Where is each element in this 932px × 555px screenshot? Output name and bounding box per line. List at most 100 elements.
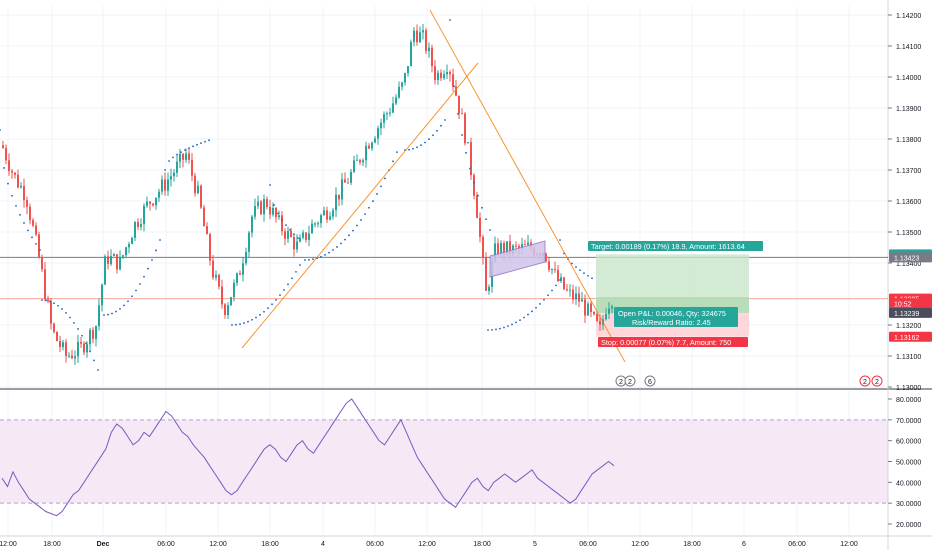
candle-body xyxy=(371,142,373,149)
candle-body xyxy=(209,234,211,261)
x-tick-label: 12:00 xyxy=(0,541,17,548)
sar-dot xyxy=(57,304,59,307)
candle-body xyxy=(518,246,520,249)
y-tick-label: 1.13600 xyxy=(896,199,921,206)
sar-dot xyxy=(368,206,370,209)
candle-body xyxy=(215,275,217,278)
candle-body xyxy=(434,66,436,81)
candle-body xyxy=(5,147,7,161)
candle-body xyxy=(419,32,421,43)
sar-dot xyxy=(49,300,51,303)
candle-body xyxy=(503,242,505,254)
sar-dot xyxy=(583,272,585,275)
sar-dot xyxy=(559,239,561,241)
event-marker-right xyxy=(859,375,871,387)
sar-dot xyxy=(263,310,265,313)
sar-dot xyxy=(308,258,310,261)
candle-body xyxy=(473,175,475,196)
sar-dot xyxy=(575,266,577,268)
sar-dot xyxy=(251,318,253,321)
sar-dot xyxy=(457,113,459,115)
sar-dot xyxy=(519,319,521,322)
sar-dot xyxy=(271,303,273,306)
candle-body xyxy=(191,159,193,176)
candle-body xyxy=(125,247,127,256)
stop-label-bg xyxy=(598,337,748,347)
candle-body xyxy=(242,263,244,275)
sar-dot xyxy=(591,277,593,280)
candle-body xyxy=(611,306,613,309)
sar-dot xyxy=(392,160,394,163)
sar-dot xyxy=(172,156,174,159)
candle-body xyxy=(230,297,232,306)
candle-body xyxy=(431,47,433,67)
candle-body xyxy=(347,182,349,184)
sar-dot xyxy=(53,302,55,305)
price-tag xyxy=(889,252,932,263)
sar-dot xyxy=(15,204,17,207)
candle-body xyxy=(26,200,28,207)
x-tick-label: 06:00 xyxy=(366,541,384,548)
candle-body xyxy=(179,153,181,162)
candle-body xyxy=(380,122,382,129)
sar-dot xyxy=(477,194,479,197)
event-marker-right-label: 2 xyxy=(875,379,879,386)
candle-body xyxy=(467,142,469,144)
sar-dot xyxy=(243,322,245,325)
candle-body xyxy=(203,207,205,227)
x-tick-label: 18:00 xyxy=(683,541,701,548)
sar-dot xyxy=(491,328,493,331)
candle-body xyxy=(158,191,160,198)
sar-dot xyxy=(275,298,277,301)
candle-body xyxy=(152,203,154,206)
sar-dot xyxy=(239,323,241,326)
sar-dot xyxy=(115,310,117,313)
sar-dot xyxy=(289,229,291,231)
candle-body xyxy=(509,241,511,254)
price-tag xyxy=(889,298,932,309)
rsi-band xyxy=(0,419,888,504)
sar-dot xyxy=(535,306,537,309)
sar-dot xyxy=(208,139,210,142)
event-marker-right-label: 2 xyxy=(863,379,867,386)
candle-body xyxy=(485,257,487,291)
candle-body xyxy=(41,257,43,270)
candle-body xyxy=(584,299,586,316)
sar-dot xyxy=(285,224,287,227)
candle-body xyxy=(137,221,139,227)
candle-body xyxy=(515,245,517,247)
x-tick-label: 18:00 xyxy=(43,541,61,548)
candle-body xyxy=(281,215,283,232)
candle-body xyxy=(560,277,562,282)
candle-body xyxy=(581,299,583,302)
sar-dot xyxy=(65,311,67,314)
target-label: Target: 0.00189 (0.17%) 18.9, Amount: 16… xyxy=(591,242,745,251)
sar-dot xyxy=(579,269,581,272)
sar-dot xyxy=(372,200,374,202)
event-marker xyxy=(624,375,636,387)
x-tick-label: 06:00 xyxy=(788,541,806,548)
sar-dot xyxy=(283,289,285,291)
sar-dot xyxy=(200,142,202,145)
candle-body xyxy=(425,30,427,52)
candle-body xyxy=(206,226,208,235)
candle-body xyxy=(107,256,109,265)
stop-label: Stop: 0.00077 (0.07%) 7.7, Amount: 750 xyxy=(601,338,731,347)
candle-body xyxy=(356,159,358,161)
candle-body xyxy=(575,293,577,300)
sar-dot xyxy=(77,328,79,330)
candle-body xyxy=(557,269,559,282)
candle-body xyxy=(143,205,145,225)
candle-body xyxy=(461,113,463,115)
sar-dot xyxy=(428,138,430,141)
candle-body xyxy=(464,113,466,144)
sar-dot xyxy=(352,229,354,232)
sar-dot xyxy=(73,321,75,324)
sar-dot xyxy=(539,303,541,305)
y-tick-label: 1.14100 xyxy=(896,44,921,51)
rsi-tick-label: 40.0000 xyxy=(896,480,921,487)
flag-channel xyxy=(489,240,546,278)
candle-body xyxy=(23,185,25,201)
